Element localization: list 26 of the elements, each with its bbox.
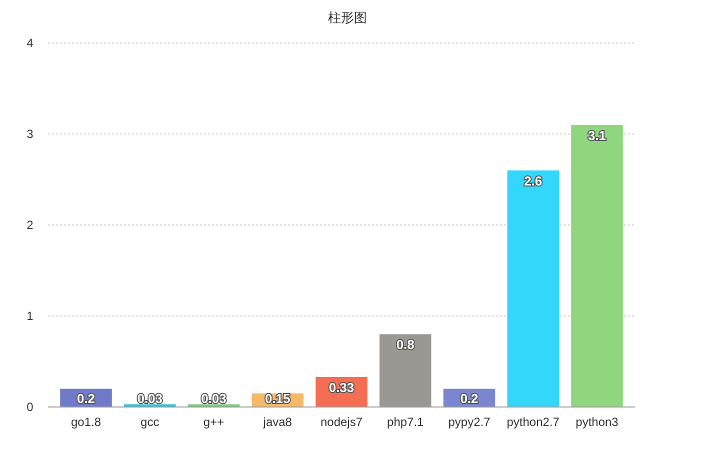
bar: [571, 124, 623, 407]
x-tick-label: pypy2.7: [448, 415, 491, 429]
x-tick-label: gcc: [140, 415, 160, 429]
data-label: 2.6: [524, 173, 542, 188]
data-label: 0.2: [76, 391, 96, 406]
y-tick-label: 3: [26, 127, 34, 141]
x-tick-label: java8: [262, 415, 292, 429]
x-tick-label: php7.1: [387, 415, 424, 429]
data-label: 0.03: [201, 391, 226, 406]
x-tick-label: python2.7: [506, 415, 560, 429]
chart-title: 柱形图: [328, 10, 367, 25]
data-label: 0.2: [460, 391, 478, 406]
data-label: 0.33: [328, 380, 354, 395]
y-tick-label: 1: [26, 309, 34, 323]
x-tick-label: nodejs7: [320, 415, 363, 429]
x-tick-label: g++: [203, 415, 224, 429]
bar: [507, 170, 559, 407]
data-label: 0.15: [264, 391, 290, 406]
x-tick-label: go1.8: [70, 415, 102, 429]
x-tick-label: python3: [576, 415, 619, 429]
y-tick-label: 2: [26, 218, 34, 232]
data-label: 0.03: [137, 391, 163, 406]
data-label: 3.1: [588, 128, 606, 143]
y-tick-label: 4: [26, 36, 34, 50]
y-tick-label: 0: [26, 400, 34, 414]
data-label: 0.8: [396, 337, 414, 352]
